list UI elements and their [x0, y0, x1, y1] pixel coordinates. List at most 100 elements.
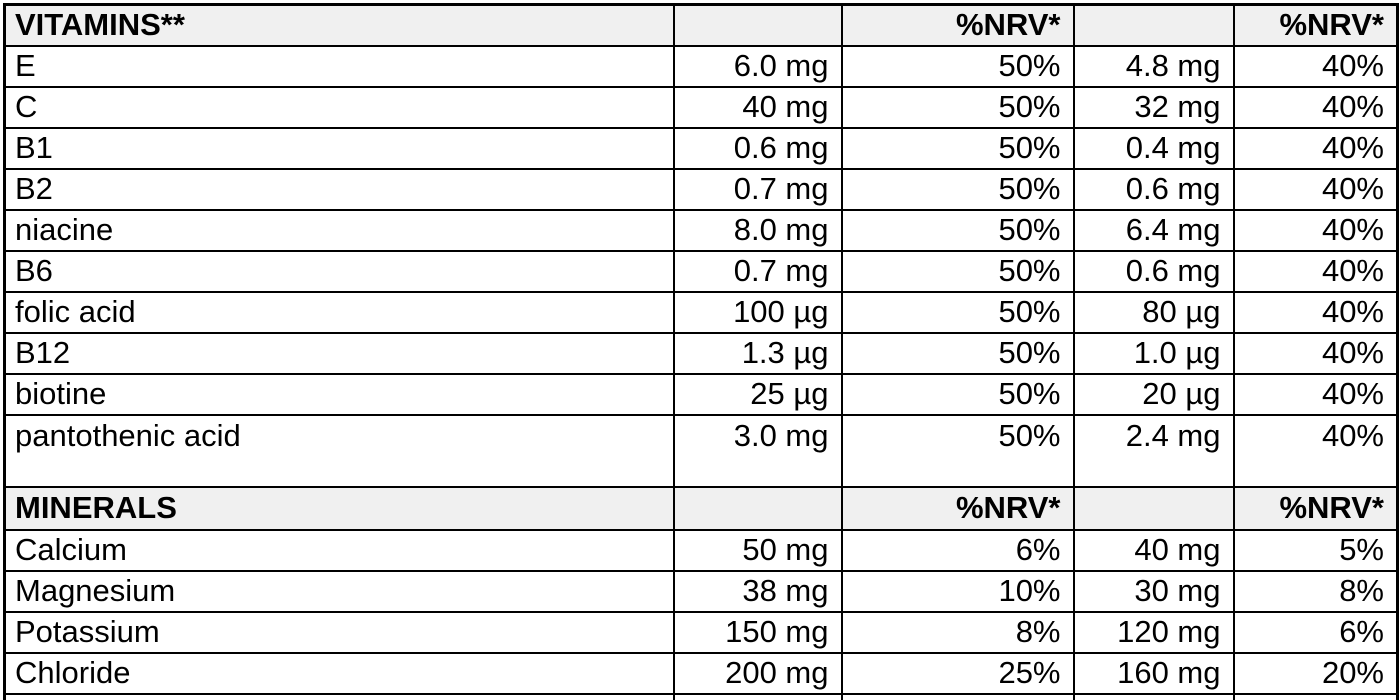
substance-cell: Magnesium — [3, 569, 675, 613]
vitamins-header-amount2 — [1072, 3, 1235, 47]
vitamins-header-nrv1: %NRV* — [840, 3, 1075, 47]
nrv1-cell: 50% — [840, 126, 1075, 170]
substance-cell: pantothenic acid — [3, 413, 675, 488]
substance-cell: folic acid — [3, 290, 675, 334]
amount1-cell: 0.7 mg — [672, 167, 843, 211]
nrv1-cell: 50% — [840, 44, 1075, 88]
nrv2-cell: 40% — [1232, 331, 1399, 375]
substance-cell: biotine — [3, 372, 675, 416]
amount2-cell: 30 mg — [1072, 569, 1235, 613]
table-row: folic acid 100 µg 50% 80 µg 40% — [3, 290, 1399, 334]
amount2-cell: 2.4 mg — [1072, 413, 1235, 488]
amount1-cell: 0.7 mg — [672, 249, 843, 293]
amount1-cell: 0.6 mg — [672, 126, 843, 170]
substance-cell: B12 — [3, 331, 675, 375]
partial-row — [3, 692, 1399, 700]
nrv1-cell: 50% — [840, 372, 1075, 416]
nrv2-cell: 40% — [1232, 126, 1399, 170]
table-row: Calcium 50 mg 6% 40 mg 5% — [3, 528, 1399, 572]
amount2-cell: 120 mg — [1072, 610, 1235, 654]
amount2-cell: 40 mg — [1072, 528, 1235, 572]
substance-cell: B1 — [3, 126, 675, 170]
amount2-cell: 1.0 µg — [1072, 331, 1235, 375]
nrv1-cell: 50% — [840, 290, 1075, 334]
amount1-cell: 6.0 mg — [672, 44, 843, 88]
table-row: niacine 8.0 mg 50% 6.4 mg 40% — [3, 208, 1399, 252]
vitamins-header-nrv2: %NRV* — [1232, 3, 1399, 47]
substance-cell: E — [3, 44, 675, 88]
nrv2-cell: 40% — [1232, 413, 1399, 488]
nrv2-cell — [1232, 692, 1399, 700]
table-row: Potassium 150 mg 8% 120 mg 6% — [3, 610, 1399, 654]
minerals-header-row: MINERALS %NRV* %NRV* — [3, 485, 1399, 531]
substance-cell: Chloride — [3, 651, 675, 695]
substance-cell: Calcium — [3, 528, 675, 572]
minerals-header-amount1 — [672, 485, 843, 531]
nrv1-cell: 50% — [840, 331, 1075, 375]
amount2-cell: 0.4 mg — [1072, 126, 1235, 170]
nrv1-cell: 10% — [840, 569, 1075, 613]
table-row: C 40 mg 50% 32 mg 40% — [3, 85, 1399, 129]
amount1-cell: 1.3 µg — [672, 331, 843, 375]
minerals-header-nrv1: %NRV* — [840, 485, 1075, 531]
nrv2-cell: 40% — [1232, 167, 1399, 211]
vitamins-header-amount1 — [672, 3, 843, 47]
amount2-cell: 160 mg — [1072, 651, 1235, 695]
amount2-cell: 80 µg — [1072, 290, 1235, 334]
vitamins-header-row: VITAMINS** %NRV* %NRV* — [3, 3, 1399, 47]
amount1-cell: 200 mg — [672, 651, 843, 695]
amount2-cell: 4.8 mg — [1072, 44, 1235, 88]
table-row: B12 1.3 µg 50% 1.0 µg 40% — [3, 331, 1399, 375]
table-row: E 6.0 mg 50% 4.8 mg 40% — [3, 44, 1399, 88]
vitamins-section-title: VITAMINS** — [3, 3, 675, 47]
nrv1-cell: 50% — [840, 413, 1075, 488]
substance-cell: B2 — [3, 167, 675, 211]
nrv2-cell: 5% — [1232, 528, 1399, 572]
substance-cell: niacine — [3, 208, 675, 252]
table-row: biotine 25 µg 50% 20 µg 40% — [3, 372, 1399, 416]
amount1-cell: 3.0 mg — [672, 413, 843, 488]
table-row: pantothenic acid 3.0 mg 50% 2.4 mg 40% — [3, 413, 1399, 488]
minerals-header-amount2 — [1072, 485, 1235, 531]
substance-cell: Potassium — [3, 610, 675, 654]
amount2-cell: 20 µg — [1072, 372, 1235, 416]
nrv2-cell: 40% — [1232, 85, 1399, 129]
table-row: Chloride 200 mg 25% 160 mg 20% — [3, 651, 1399, 695]
nrv2-cell: 40% — [1232, 249, 1399, 293]
substance-cell — [3, 692, 675, 700]
nrv1-cell: 50% — [840, 85, 1075, 129]
substance-cell: C — [3, 85, 675, 129]
amount1-cell: 50 mg — [672, 528, 843, 572]
nrv2-cell: 6% — [1232, 610, 1399, 654]
amount2-cell: 32 mg — [1072, 85, 1235, 129]
nrv2-cell: 40% — [1232, 372, 1399, 416]
table-row: Magnesium 38 mg 10% 30 mg 8% — [3, 569, 1399, 613]
amount1-cell: 100 µg — [672, 290, 843, 334]
nrv1-cell — [840, 692, 1075, 700]
amount1-cell: 150 mg — [672, 610, 843, 654]
nrv2-cell: 40% — [1232, 208, 1399, 252]
nrv2-cell: 20% — [1232, 651, 1399, 695]
minerals-header-nrv2: %NRV* — [1232, 485, 1399, 531]
nrv1-cell: 50% — [840, 208, 1075, 252]
table-row: B2 0.7 mg 50% 0.6 mg 40% — [3, 167, 1399, 211]
amount1-cell: 38 mg — [672, 569, 843, 613]
table-row: B1 0.6 mg 50% 0.4 mg 40% — [3, 126, 1399, 170]
amount1-cell — [672, 692, 843, 700]
nrv2-cell: 8% — [1232, 569, 1399, 613]
amount2-cell — [1072, 692, 1235, 700]
nrv1-cell: 50% — [840, 167, 1075, 211]
amount1-cell: 25 µg — [672, 372, 843, 416]
amount1-cell: 40 mg — [672, 85, 843, 129]
nrv2-cell: 40% — [1232, 290, 1399, 334]
minerals-section-title: MINERALS — [3, 485, 675, 531]
amount1-cell: 8.0 mg — [672, 208, 843, 252]
nrv1-cell: 8% — [840, 610, 1075, 654]
nrv1-cell: 6% — [840, 528, 1075, 572]
nrv1-cell: 25% — [840, 651, 1075, 695]
nrv2-cell: 40% — [1232, 44, 1399, 88]
table-row: B6 0.7 mg 50% 0.6 mg 40% — [3, 249, 1399, 293]
nutrition-table: VITAMINS** %NRV* %NRV* E 6.0 mg 50% 4.8 … — [3, 3, 1399, 700]
nrv1-cell: 50% — [840, 249, 1075, 293]
